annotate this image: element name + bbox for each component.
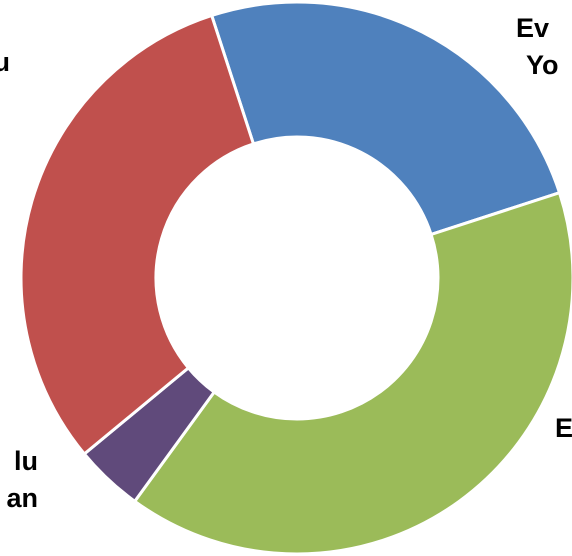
- slice-label-line: E: [555, 413, 572, 443]
- donut-slice-2: [132, 190, 572, 556]
- slice-label-1: Ev Yo: [516, 13, 559, 80]
- slices-layer: [19, 0, 572, 556]
- slice-label-line: an: [6, 483, 38, 513]
- slice-label-3: lu an: [6, 446, 38, 513]
- donut-slice-4: [19, 13, 256, 457]
- slice-label-line: Ev: [516, 13, 549, 43]
- slice-label-line: lu: [14, 446, 38, 476]
- donut-slice-1: [209, 0, 562, 237]
- slice-label-line: u: [0, 47, 10, 77]
- slice-label-4: u: [0, 47, 10, 77]
- slice-label-line: Yo: [526, 50, 559, 80]
- slice-label-2: E: [555, 413, 572, 443]
- labels-layer: Ev Yo Elu an u: [0, 13, 572, 513]
